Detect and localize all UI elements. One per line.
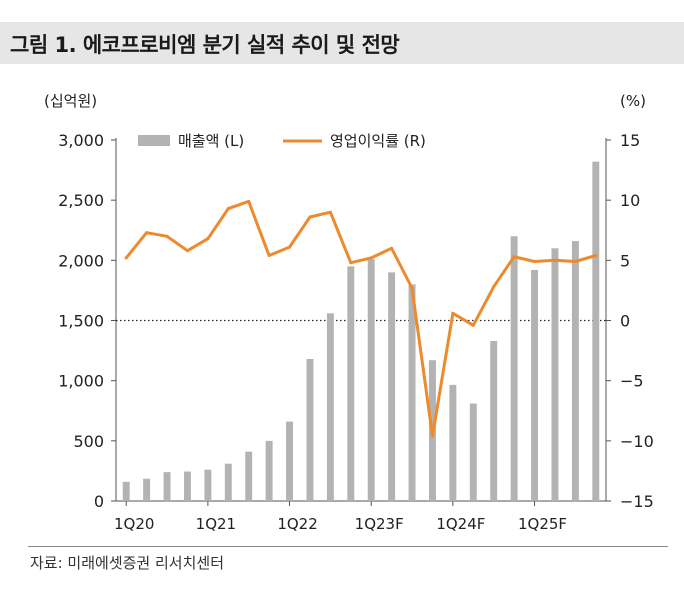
bar-revenue bbox=[490, 340, 498, 501]
line-point bbox=[533, 260, 537, 264]
legend-label-revenue: 매출액 (L) bbox=[178, 132, 244, 150]
line-point bbox=[267, 254, 271, 258]
right-tick-label: 15 bbox=[620, 131, 640, 150]
source-note: 자료: 미래에셋증권 리서치센터 bbox=[30, 554, 224, 572]
x-tick-label: 1Q24F bbox=[436, 515, 485, 533]
bar-revenue bbox=[592, 161, 600, 501]
bar-revenue bbox=[531, 269, 539, 501]
right-tick-label: 10 bbox=[620, 191, 640, 210]
left-tick-label: 1,500 bbox=[58, 312, 104, 331]
line-point bbox=[308, 215, 312, 219]
bar-revenue bbox=[388, 272, 396, 501]
bar-revenue bbox=[204, 469, 212, 501]
bar-revenue bbox=[163, 472, 171, 501]
title-bar: 그림 1. 에코프로비엠 분기 실적 추이 및 전망 bbox=[0, 22, 684, 64]
line-point bbox=[471, 323, 475, 327]
line-point bbox=[553, 258, 557, 262]
line-point bbox=[206, 237, 210, 241]
legend-label-margin: 영업이익률 (R) bbox=[330, 132, 426, 150]
chart: (십억원) (%) 0 500 1,000 1,500 2,000 2,500 3,000 −15… bbox=[44, 92, 654, 533]
bar-revenue bbox=[551, 248, 559, 501]
source-divider bbox=[28, 546, 668, 547]
bar-revenue bbox=[122, 481, 130, 501]
bar-revenue bbox=[571, 241, 579, 501]
line-point bbox=[145, 231, 149, 235]
bar-revenue bbox=[408, 284, 416, 501]
bar-revenue bbox=[449, 384, 457, 501]
line-point bbox=[124, 256, 128, 260]
line-point bbox=[226, 207, 230, 211]
left-tick-label: 0 bbox=[94, 492, 104, 511]
bar-revenue bbox=[306, 359, 314, 501]
line-point bbox=[594, 254, 598, 258]
bar-revenue bbox=[183, 471, 191, 501]
line-point bbox=[288, 245, 292, 249]
bar-revenue bbox=[286, 421, 294, 501]
line-point bbox=[451, 311, 455, 315]
line-point bbox=[349, 261, 353, 265]
right-tick-label: −10 bbox=[620, 432, 654, 451]
x-tick-label: 1Q23F bbox=[355, 515, 404, 533]
line-point bbox=[165, 234, 169, 238]
line-point bbox=[410, 286, 414, 290]
right-tick-label: 0 bbox=[620, 312, 630, 331]
x-tick-label: 1Q25F bbox=[518, 515, 567, 533]
bar-revenue bbox=[469, 403, 477, 501]
bar-revenue bbox=[347, 266, 355, 501]
left-tick-label: 500 bbox=[73, 432, 104, 451]
left-tick-label: 3,000 bbox=[58, 131, 104, 150]
bar-revenue bbox=[367, 259, 375, 501]
left-axis-unit: (십억원) bbox=[44, 92, 97, 110]
right-axis-unit: (%) bbox=[620, 92, 646, 110]
bar-revenue bbox=[510, 236, 518, 501]
left-tick-label: 2,500 bbox=[58, 191, 104, 210]
right-tick-label: −5 bbox=[620, 372, 644, 391]
line-point bbox=[369, 256, 373, 260]
bar-revenue bbox=[265, 440, 273, 501]
x-tick-label: 1Q22 bbox=[277, 515, 317, 533]
line-point bbox=[430, 434, 434, 438]
bar-revenue bbox=[245, 451, 253, 501]
legend-swatch-revenue bbox=[138, 135, 170, 146]
right-tick-label: −15 bbox=[620, 492, 654, 511]
bar-revenue bbox=[224, 463, 232, 501]
line-point bbox=[185, 249, 189, 253]
line-point bbox=[328, 210, 332, 214]
line-operating-margin bbox=[124, 199, 598, 438]
left-tick-label: 2,000 bbox=[58, 251, 104, 270]
line-point bbox=[492, 285, 496, 289]
x-tick-label: 1Q20 bbox=[114, 515, 154, 533]
page-title: 그림 1. 에코프로비엠 분기 실적 추이 및 전망 bbox=[10, 33, 400, 57]
left-tick-label: 1,000 bbox=[58, 372, 104, 391]
line-point bbox=[247, 199, 251, 203]
line-point bbox=[390, 246, 394, 250]
right-tick-label: 5 bbox=[620, 251, 630, 270]
line-point bbox=[573, 260, 577, 264]
x-tick-label: 1Q21 bbox=[196, 515, 236, 533]
bar-revenue bbox=[326, 313, 334, 501]
line-point bbox=[512, 255, 516, 259]
bar-revenue bbox=[143, 478, 151, 501]
